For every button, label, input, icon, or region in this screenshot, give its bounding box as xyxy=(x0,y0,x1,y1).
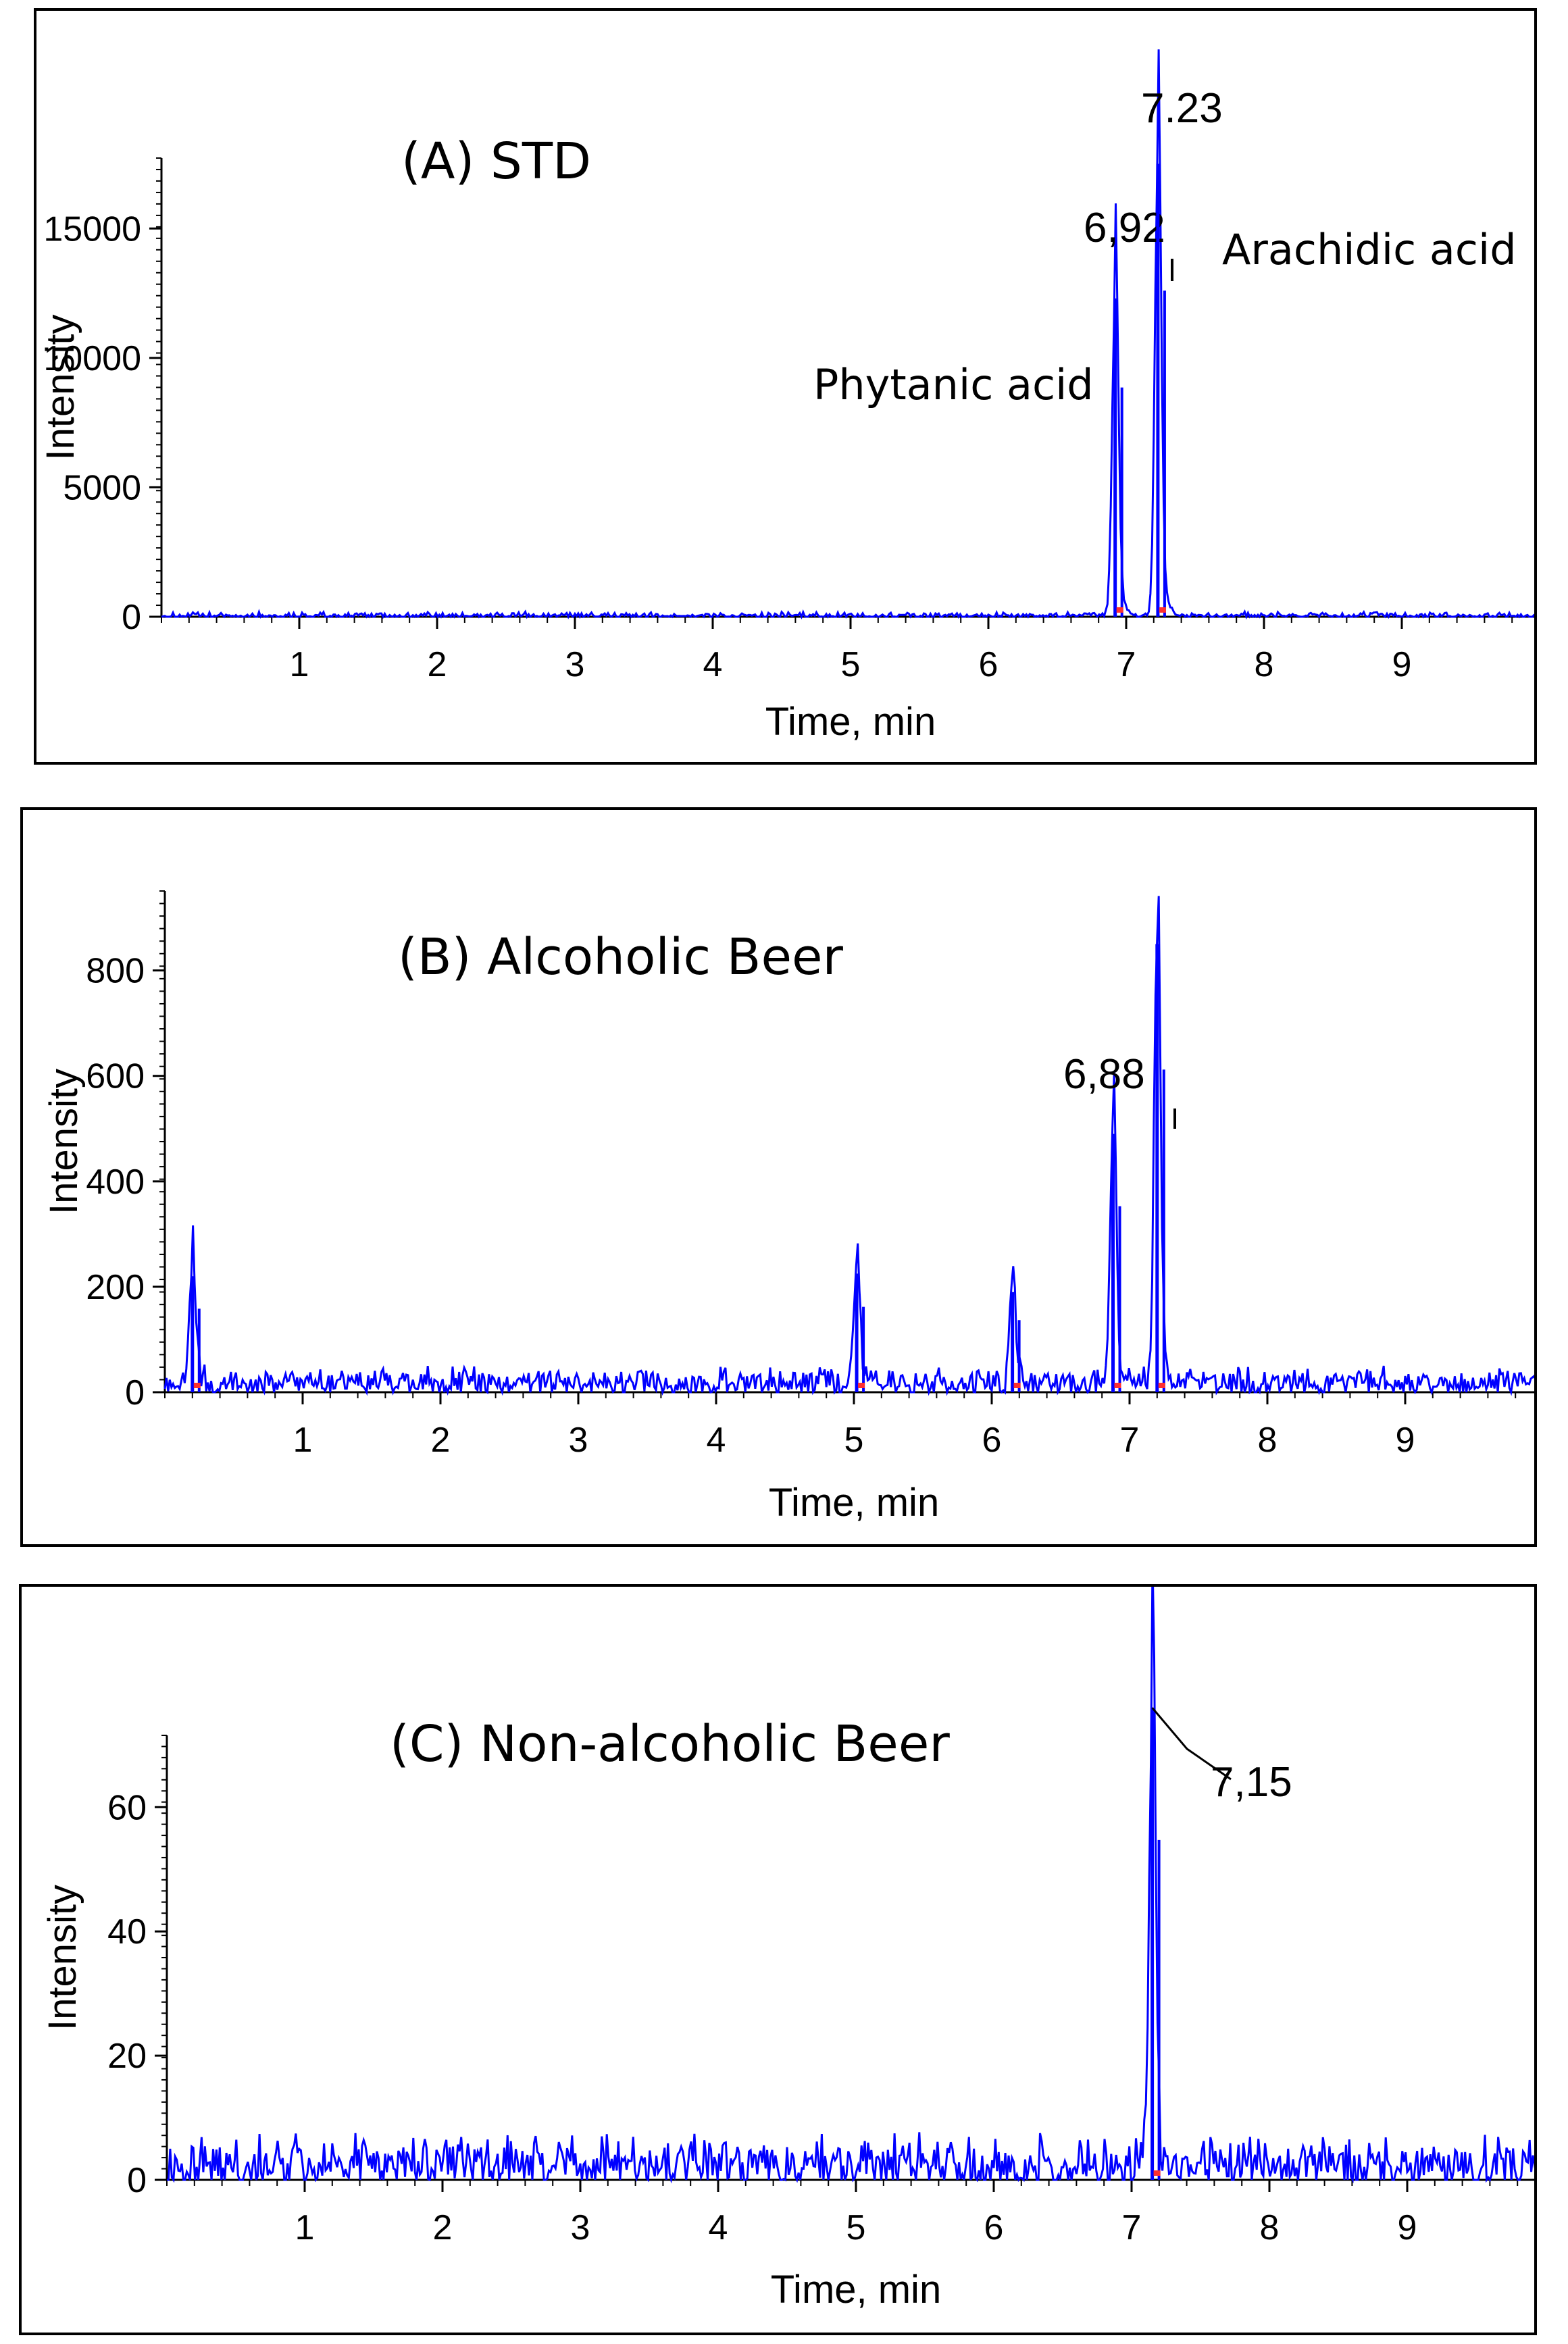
x-tick-label: 8 xyxy=(1255,645,1274,684)
peak-base-marker xyxy=(1153,2170,1161,2176)
x-tick-label: 1 xyxy=(295,2208,315,2247)
y-tick-label: 0 xyxy=(122,598,141,637)
y-tick-label: 5000 xyxy=(63,468,141,507)
peak-base-marker xyxy=(1116,607,1123,613)
x-tick-label: 7 xyxy=(1117,645,1136,684)
peak-base-marker xyxy=(858,1383,865,1388)
y-tick-label: 20 xyxy=(107,2037,147,2076)
peak-base-marker xyxy=(1158,1383,1165,1388)
peak-leader-line xyxy=(1151,1707,1232,1781)
chart-panel-std: 1 2 3 4 5 6 7 8 9 0 5000 10000 15000 Time, min Intensi… xyxy=(34,8,1537,765)
x-tick-label: 3 xyxy=(571,2208,590,2247)
x-tick-label: 4 xyxy=(709,2208,728,2247)
x-tick-label: 2 xyxy=(433,2208,453,2247)
peak-label: 6,92 xyxy=(1084,205,1165,251)
y-tick-label: 10000 xyxy=(43,339,141,378)
x-axis-label: Time, min xyxy=(765,700,936,744)
peak-base-marker xyxy=(1013,1383,1021,1388)
y-tick-label: 0 xyxy=(127,2161,147,2200)
compound-annotation: Arachidic acid xyxy=(1222,225,1517,274)
chromatogram-non-alcoholic-beer: 1 2 3 4 5 6 7 8 9 0 20 40 60 Time, min Intensity (C) No… xyxy=(41,1587,1534,2312)
y-tick-label: 15000 xyxy=(43,209,141,249)
chart-title: (C) Non-alcoholic Beer xyxy=(390,1715,950,1773)
peak-base-marker xyxy=(1159,607,1166,613)
chart-title: (B) Alcoholic Beer xyxy=(398,928,843,986)
x-tick-label: 5 xyxy=(841,645,861,684)
x-tick-label: 8 xyxy=(1258,1421,1278,1460)
x-tick-label: 7 xyxy=(1120,1421,1140,1460)
x-axis-label: Time, min xyxy=(769,1481,939,1525)
chart-title: (A) STD xyxy=(401,132,591,190)
x-tick-label: 1 xyxy=(290,645,309,684)
x-tick-label: 9 xyxy=(1396,1421,1415,1460)
x-tick-label: 4 xyxy=(703,645,723,684)
y-tick-label: 800 xyxy=(86,952,145,991)
x-tick-label: 8 xyxy=(1260,2208,1280,2247)
x-tick-label: 6 xyxy=(979,645,998,684)
x-tick-label: 3 xyxy=(565,645,585,684)
chart-panel-non-alcoholic-beer: 1 2 3 4 5 6 7 8 9 0 20 40 60 Time, min Intensity (C) No… xyxy=(19,1584,1537,2335)
peak-label: 6,88 xyxy=(1063,1051,1145,1098)
x-tick-label: 5 xyxy=(846,2208,866,2247)
y-tick-label: 40 xyxy=(107,1912,147,1952)
y-tick-label: 400 xyxy=(86,1163,145,1202)
intensity-trace xyxy=(163,896,1534,1396)
y-axis-label: Intensity xyxy=(42,1069,86,1215)
x-tick-label: 2 xyxy=(428,645,447,684)
peak-label: 7.23 xyxy=(1141,85,1223,132)
x-tick-label: 6 xyxy=(984,2208,1004,2247)
peak-base-marker xyxy=(193,1383,201,1388)
x-tick-label: 2 xyxy=(431,1421,451,1460)
x-axis-label: Time, min xyxy=(771,2268,941,2312)
chromatogram-std: 1 2 3 4 5 6 7 8 9 0 5000 10000 15000 Time, min Intensi… xyxy=(39,49,1534,744)
chromatogram-alcoholic-beer: 1 2 3 4 5 6 7 8 9 0 200 400 600 800 Time, min Intensity… xyxy=(42,890,1534,1525)
intensity-trace xyxy=(161,49,1534,620)
x-tick-label: 9 xyxy=(1392,645,1412,684)
intensity-trace xyxy=(167,1587,1534,2184)
x-tick-label: 6 xyxy=(982,1421,1002,1460)
x-tick-label: 1 xyxy=(293,1421,313,1460)
peak-label: 7,15 xyxy=(1211,1759,1292,1806)
compound-annotation: Phytanic acid xyxy=(813,360,1094,409)
x-tick-label: 5 xyxy=(844,1421,864,1460)
x-tick-label: 3 xyxy=(569,1421,588,1460)
y-tick-label: 60 xyxy=(107,1788,147,1827)
y-axis-label: Intensity xyxy=(39,315,82,461)
x-tick-label: 4 xyxy=(707,1421,726,1460)
y-axis-label: Intensity xyxy=(41,1885,84,2031)
chart-panel-alcoholic-beer: 1 2 3 4 5 6 7 8 9 0 200 400 600 800 Time, min Intensity… xyxy=(20,807,1537,1547)
y-tick-label: 200 xyxy=(86,1268,145,1307)
x-tick-label: 9 xyxy=(1398,2208,1417,2247)
y-tick-label: 0 xyxy=(125,1373,145,1412)
peak-base-marker xyxy=(1114,1383,1121,1388)
y-tick-label: 600 xyxy=(86,1057,145,1096)
x-tick-label: 7 xyxy=(1122,2208,1142,2247)
